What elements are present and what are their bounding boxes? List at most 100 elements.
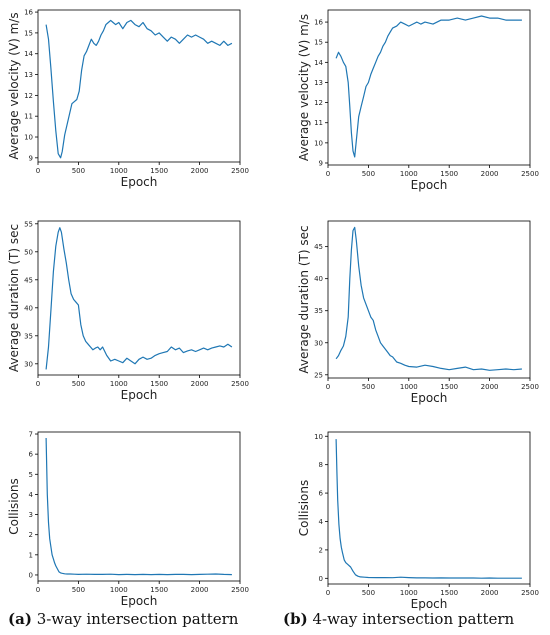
- x-tick-label: 2000: [481, 170, 499, 178]
- y-axis-label: Collisions: [297, 480, 311, 537]
- x-tick-label: 500: [72, 380, 85, 388]
- x-tick-label: 1500: [150, 586, 168, 594]
- y-tick-label: 9: [29, 154, 33, 162]
- x-tick-label: 1500: [440, 589, 458, 597]
- x-tick-label: 1000: [400, 170, 418, 178]
- y-tick-label: 4: [319, 518, 324, 526]
- y-tick-label: 16: [24, 9, 33, 17]
- x-tick-label: 1500: [440, 383, 458, 391]
- series-line: [335, 15, 522, 158]
- chart-3: 0 500 1000 1500 2000 2500 30 35 40 45 50 55 Epoch Ave…: [7, 220, 249, 402]
- y-tick-label: 14: [314, 59, 323, 67]
- y-tick-label: 14: [24, 50, 33, 58]
- y-tick-label: 2: [29, 531, 33, 539]
- y-tick-label: 1: [29, 551, 33, 559]
- x-axis-label: Epoch: [121, 594, 158, 608]
- y-tick-label: 9: [319, 159, 323, 167]
- x-tick-label: 0: [36, 586, 40, 594]
- x-tick-label: 500: [72, 586, 85, 594]
- y-tick-label: 10: [24, 134, 33, 142]
- y-tick-label: 11: [314, 119, 323, 127]
- chart-6: 0 500 1000 1500 2000 2500 0 2 4 6 8 10 Epoch Collisio…: [297, 431, 539, 611]
- series-line: [335, 439, 522, 579]
- x-tick-label: 2500: [231, 380, 249, 388]
- x-tick-label: 2500: [521, 170, 539, 178]
- y-tick-label: 50: [24, 248, 33, 256]
- y-tick-label: 8: [319, 461, 323, 469]
- y-axis-label: Average duration (T) sec: [297, 225, 311, 373]
- x-tick-label: 2000: [191, 380, 209, 388]
- y-tick-label: 13: [314, 79, 323, 87]
- series-line: [45, 227, 233, 370]
- y-tick-label: 11: [24, 113, 33, 121]
- plot-frame: [37, 431, 241, 582]
- y-tick-label: 45: [24, 276, 33, 284]
- caption-b-label: (b): [283, 610, 308, 628]
- x-tick-label: 2000: [481, 589, 499, 597]
- x-tick-label: 1500: [150, 167, 168, 175]
- x-tick-label: 2000: [191, 167, 209, 175]
- x-tick-label: 2500: [231, 167, 249, 175]
- y-tick-label: 6: [29, 451, 34, 459]
- plot-frame: [327, 220, 531, 379]
- caption-a-text: 3-way intersection pattern: [31, 610, 239, 628]
- x-tick-label: 1000: [110, 380, 128, 388]
- chart-4: 0 500 1000 1500 2000 2500 25 30 35 40 45 Epoch Avera…: [297, 220, 539, 405]
- y-tick-label: 55: [24, 220, 33, 228]
- y-tick-label: 12: [24, 92, 33, 100]
- plot-frame: [327, 431, 531, 585]
- y-tick-label: 12: [314, 99, 323, 107]
- x-tick-label: 500: [72, 167, 85, 175]
- x-tick-label: 2000: [191, 586, 209, 594]
- x-axis-label: Epoch: [411, 391, 448, 405]
- y-tick-label: 7: [29, 431, 33, 439]
- x-tick-label: 2500: [231, 586, 249, 594]
- y-tick-label: 5: [29, 471, 33, 479]
- caption-a-label: (a): [8, 610, 32, 628]
- y-tick-label: 30: [314, 339, 323, 347]
- x-tick-label: 1000: [400, 383, 418, 391]
- y-axis-label: Average velocity (V) m/s: [7, 12, 21, 159]
- x-axis-label: Epoch: [121, 388, 158, 402]
- y-tick-label: 2: [319, 546, 323, 554]
- y-tick-label: 15: [314, 39, 323, 47]
- x-tick-label: 0: [36, 380, 40, 388]
- y-tick-label: 10: [314, 433, 323, 441]
- y-tick-label: 45: [314, 243, 323, 251]
- chart-5: 0 500 1000 1500 2000 2500 0 1 2 3 4 5 6 7 Epoch Collisi…: [7, 431, 249, 608]
- y-tick-label: 25: [314, 371, 323, 379]
- plot-frame: [37, 220, 241, 376]
- x-tick-label: 0: [326, 383, 330, 391]
- chart-1: 0 500 1000 1500 2000 2500 9 10 11 12 13 14 15 16 Epoch…: [7, 9, 249, 189]
- x-tick-label: 2500: [521, 383, 539, 391]
- x-tick-label: 1000: [110, 586, 128, 594]
- y-tick-label: 3: [29, 511, 33, 519]
- x-tick-label: 1500: [150, 380, 168, 388]
- x-axis-label: Epoch: [411, 178, 448, 192]
- x-tick-label: 500: [362, 589, 375, 597]
- y-tick-label: 0: [319, 575, 323, 583]
- y-tick-label: 40: [24, 304, 33, 312]
- y-tick-label: 10: [314, 139, 323, 147]
- x-tick-label: 0: [36, 167, 40, 175]
- y-tick-label: 15: [24, 29, 33, 37]
- x-tick-label: 2000: [481, 383, 499, 391]
- y-tick-label: 35: [314, 307, 323, 315]
- x-tick-label: 500: [362, 170, 375, 178]
- x-tick-label: 2500: [521, 589, 539, 597]
- y-tick-label: 0: [29, 571, 33, 579]
- caption-a: (a) 3-way intersection pattern: [8, 610, 238, 628]
- series-line: [45, 19, 233, 159]
- x-axis-label: Epoch: [121, 175, 158, 189]
- y-axis-label: Average velocity (V) m/s: [297, 14, 311, 161]
- y-tick-label: 30: [24, 360, 33, 368]
- y-tick-label: 35: [24, 332, 33, 340]
- x-tick-label: 1500: [440, 170, 458, 178]
- x-tick-label: 500: [362, 383, 375, 391]
- caption-b: (b) 4-way intersection pattern: [283, 610, 514, 628]
- y-axis-label: Average duration (T) sec: [7, 224, 21, 372]
- plot-frame: [327, 9, 531, 166]
- y-tick-label: 13: [24, 71, 33, 79]
- x-tick-label: 1000: [110, 167, 128, 175]
